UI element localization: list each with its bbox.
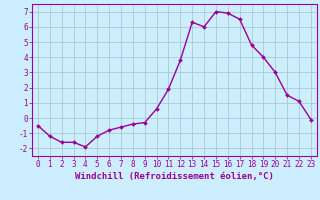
X-axis label: Windchill (Refroidissement éolien,°C): Windchill (Refroidissement éolien,°C) (75, 172, 274, 181)
